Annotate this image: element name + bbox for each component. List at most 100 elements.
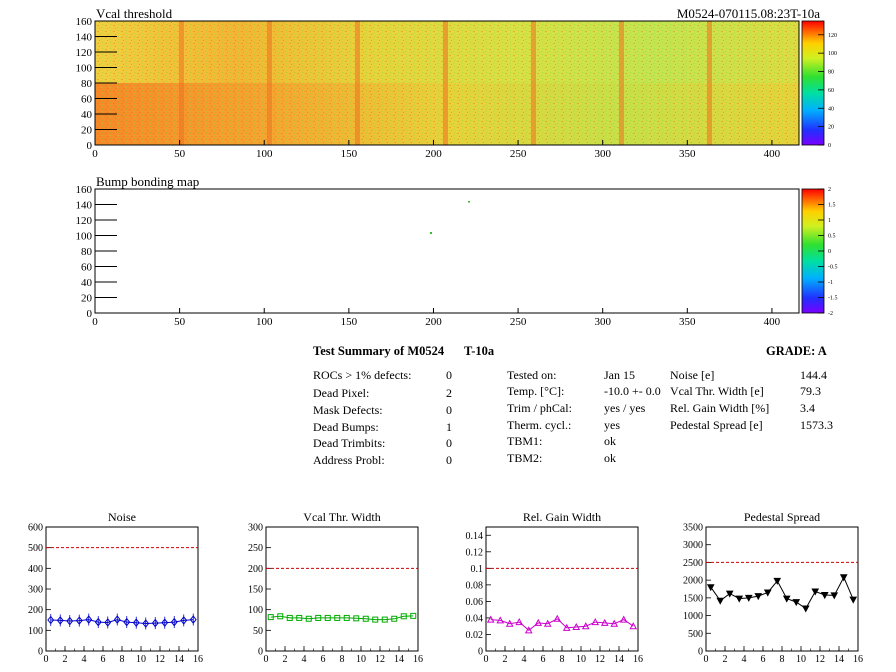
data-point (820, 592, 829, 600)
data-point (505, 619, 514, 627)
roc-edge (619, 21, 624, 145)
y-tick-label: 0.06 (466, 597, 484, 608)
data-point (353, 615, 360, 622)
colorbar-tick-label: 1.5 (828, 203, 836, 209)
y-tick-label: 160 (76, 184, 93, 196)
metric-label: Rel. Gain Width [%] (670, 401, 770, 415)
bump-x-axis: 0 50 100 150 200 250 300 350 400 (92, 308, 781, 328)
colorbar-tick-label: 0.5 (828, 234, 836, 240)
bump-map-frame (94, 188, 800, 314)
x-tick-label: 12 (155, 654, 165, 665)
x-tick-label: 6 (101, 654, 106, 665)
x-tick-label: 0 (264, 654, 269, 665)
data-point (581, 622, 590, 630)
roc-edge (531, 21, 536, 145)
defect-label: Address Probl: (313, 453, 385, 467)
x-tick-label: 16 (853, 654, 863, 665)
dead-pixel-marker (468, 201, 470, 203)
x-tick-label: 4 (522, 654, 527, 665)
data-point (849, 596, 858, 604)
x-tick-label: 16 (193, 654, 203, 665)
x-tick-label: 50 (174, 148, 186, 160)
colorbar-tick-label: -0.5 (828, 265, 838, 271)
x-tick-label: 100 (256, 148, 273, 160)
data-point (706, 584, 715, 592)
data-point (763, 589, 772, 597)
y-tick-label: 0 (87, 140, 93, 152)
metric-value: 3.4 (800, 401, 815, 415)
data-point (725, 590, 734, 598)
plot-frame (265, 526, 419, 652)
y-tick-label: 0 (478, 647, 483, 658)
data-point (343, 614, 350, 621)
y-tick-label: 0 (258, 647, 263, 658)
defect-value: 0 (446, 403, 452, 417)
data-point (277, 613, 284, 620)
y-tick-label: 20 (81, 293, 93, 305)
colorbar-tick-label: 120 (828, 33, 837, 39)
data-point (782, 595, 791, 603)
x-tick-label: 400 (764, 316, 781, 328)
x-tick-label: 400 (764, 148, 781, 160)
y-tick-label: 3000 (683, 540, 703, 551)
y-tick-label: 2000 (683, 576, 703, 587)
x-tick-label: 50 (174, 316, 186, 328)
y-tick-label: 500 (688, 629, 703, 640)
y-tick-label: 150 (248, 585, 263, 596)
data-point (839, 574, 848, 582)
y-tick-label: 0 (87, 308, 93, 320)
module-id-label: M0524-070115.08:23T-10a (677, 6, 820, 21)
colorbar-tick-label: 80 (828, 70, 834, 76)
condition-label: TBM1: (507, 434, 543, 448)
data-point (334, 614, 341, 621)
x-tick-label: 14 (394, 654, 404, 665)
x-tick-label: 10 (136, 654, 146, 665)
y-tick-label: 140 (76, 200, 93, 212)
x-tick-label: 4 (742, 654, 747, 665)
data-point (811, 588, 820, 596)
defect-value: 0 (446, 368, 452, 382)
data-point (610, 619, 619, 627)
condition-value: ok (604, 451, 616, 465)
y-tick-label: 140 (76, 32, 93, 44)
condition-label: Tested on: (507, 368, 557, 382)
y-tick-label: 60 (81, 262, 93, 274)
summary-temperature-label: T-10a (464, 344, 495, 358)
y-tick-label: 1500 (683, 593, 703, 604)
x-tick-label: 6 (541, 654, 546, 665)
colorbar-tick-label: 0 (828, 143, 831, 149)
data-point (305, 615, 312, 622)
y-tick-label: 2500 (683, 558, 703, 569)
plot-title: Vcal Thr. Width (303, 510, 380, 524)
x-tick-label: 10 (356, 654, 366, 665)
colorbar-tick-label: -1 (828, 280, 833, 286)
x-tick-label: 14 (614, 654, 624, 665)
data-point (744, 594, 753, 602)
colorbar-tick-label: 20 (828, 125, 834, 131)
series-line (270, 615, 414, 621)
condition-label: TBM2: (507, 451, 543, 465)
data-point (381, 616, 388, 623)
defect-label: ROCs > 1% defects: (313, 368, 412, 382)
y-tick-label: 20 (81, 125, 93, 137)
data-point (515, 618, 524, 626)
data-point (286, 614, 293, 621)
plot-frame (485, 526, 639, 652)
top-x-axis: 0 50 100 150 200 250 300 350 400 (92, 140, 781, 160)
colorbar-tick-label: 40 (828, 106, 834, 112)
y-tick-label: 400 (28, 564, 43, 575)
y-tick-label: 120 (76, 47, 93, 59)
metric-label: Pedestal Spread [e] (670, 418, 763, 432)
x-tick-label: 300 (594, 148, 611, 160)
roc-edge (267, 21, 272, 145)
condition-value: yes (604, 418, 620, 432)
x-tick-label: 0 (92, 148, 98, 160)
defect-label: Dead Pixel: (313, 386, 370, 400)
metric-label: Vcal Thr. Width [e] (670, 384, 764, 398)
x-tick-label: 12 (595, 654, 605, 665)
metric-value: 144.4 (800, 368, 827, 382)
data-point (735, 595, 744, 603)
data-point (629, 622, 638, 630)
